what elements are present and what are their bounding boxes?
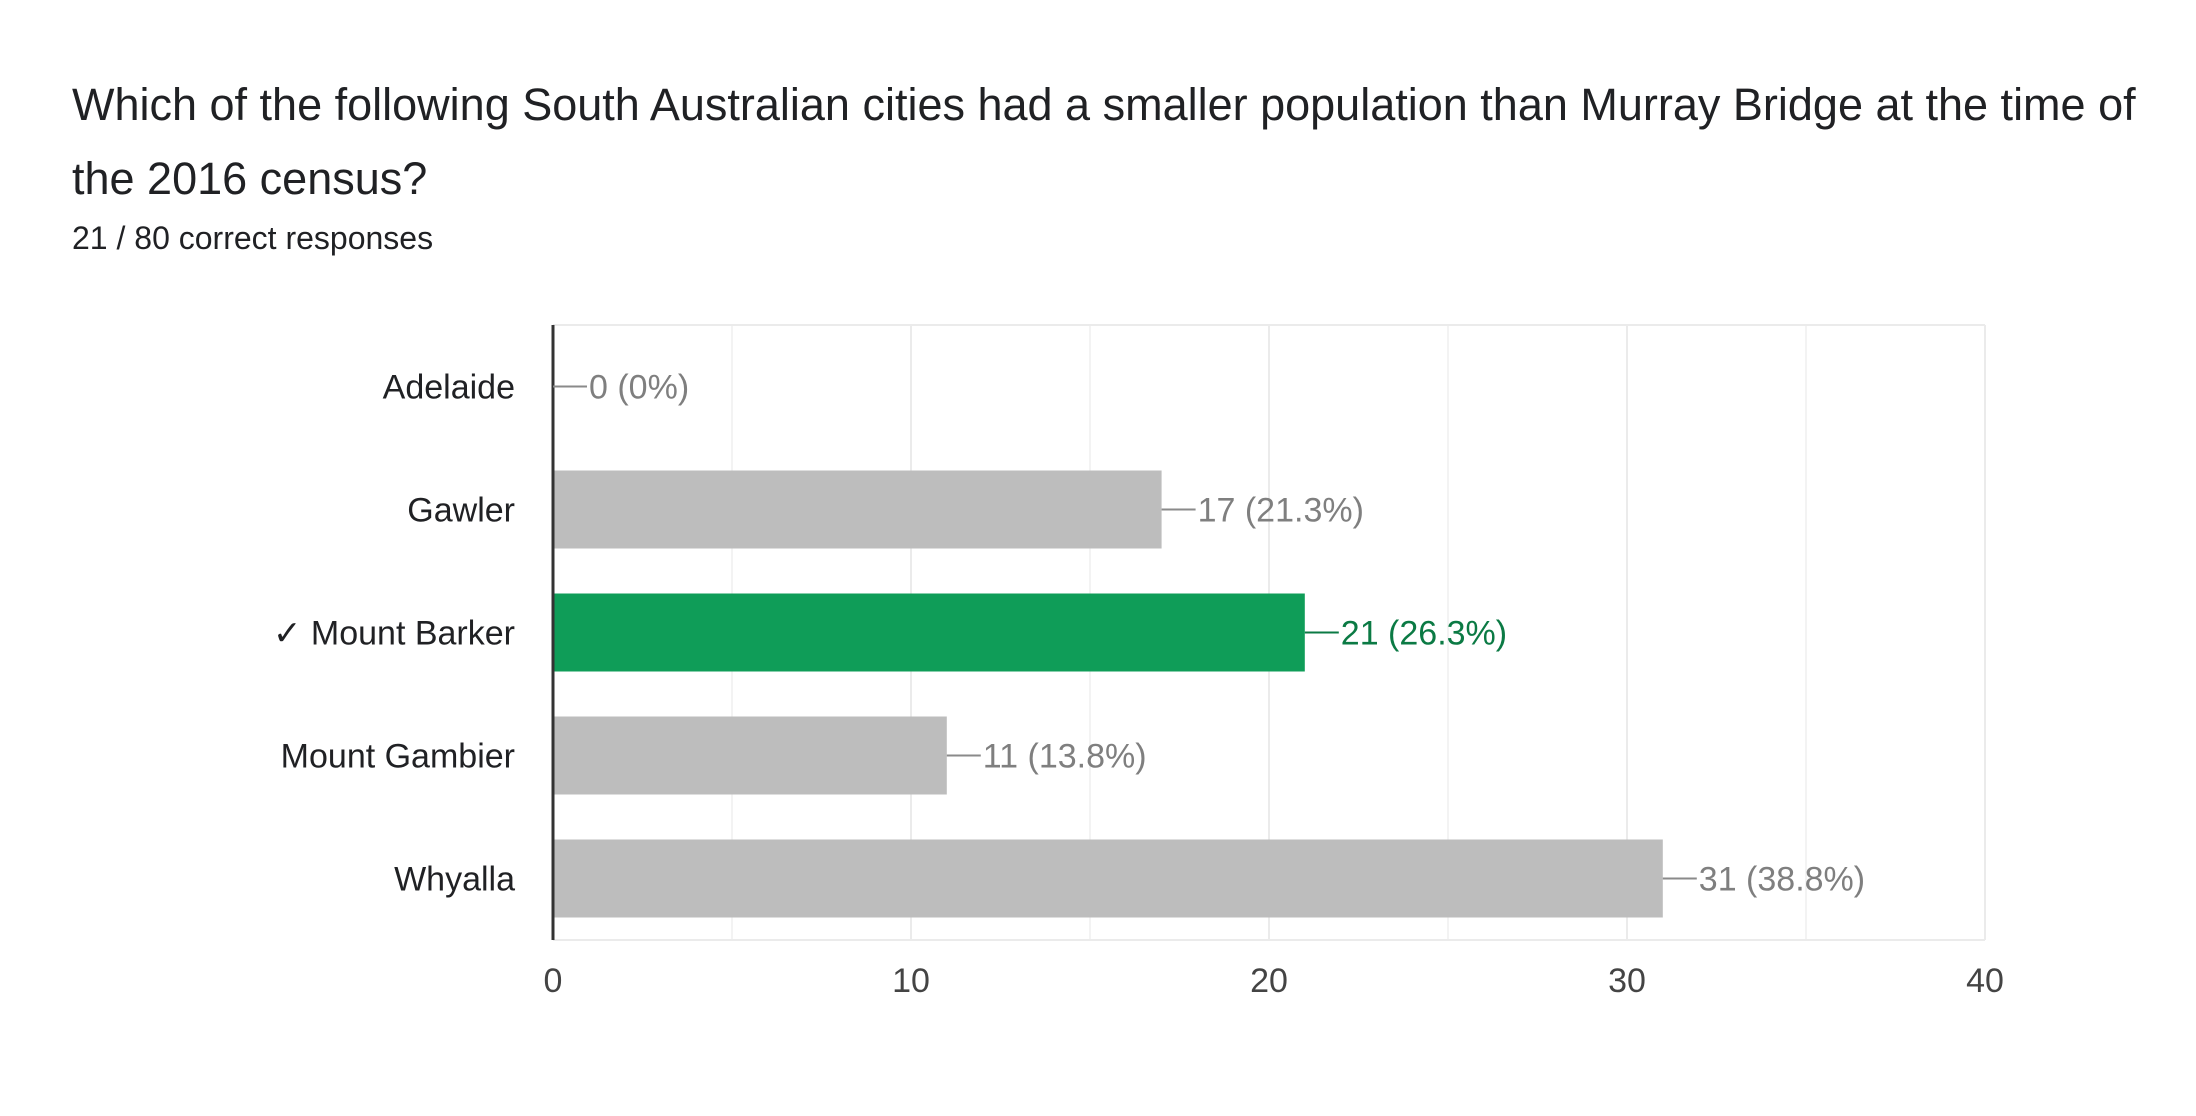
category-label-2: ✓ Mount Barker (273, 615, 515, 653)
x-tick-label: 0 (544, 962, 563, 1000)
data-label-0: 0 (0%) (589, 369, 689, 407)
data-label-4: 31 (38.8%) (1699, 861, 1865, 899)
data-label-1: 17 (21.3%) (1198, 492, 1364, 530)
labels: 0 (0%) Adelaide 17 (21.3%) Gawler 21 (26.3%)… (273, 369, 1865, 899)
x-tick-label: 30 (1608, 962, 1646, 1000)
data-label-2: 21 (26.3%) (1341, 615, 1507, 653)
x-tick-label: 20 (1250, 962, 1288, 1000)
bars (553, 470, 1663, 918)
category-label-3: Mount Gambier (281, 738, 515, 776)
category-label-1: Gawler (407, 492, 515, 530)
bar-1 (553, 470, 1162, 549)
data-label-3: 11 (13.8%) (983, 738, 1147, 776)
question-title: Which of the following South Australian … (72, 79, 2136, 204)
score-summary: 21 / 80 correct responses (72, 220, 434, 256)
category-label-4: Whyalla (394, 861, 515, 899)
bar-2 (553, 593, 1305, 672)
x-tick-label: 10 (892, 962, 930, 1000)
axes: 0 10 20 30 40 (544, 325, 2004, 1000)
x-tick-label: 40 (1966, 962, 2004, 1000)
bar-4 (553, 839, 1663, 918)
bar-3 (553, 716, 947, 795)
category-label-0: Adelaide (383, 369, 515, 407)
